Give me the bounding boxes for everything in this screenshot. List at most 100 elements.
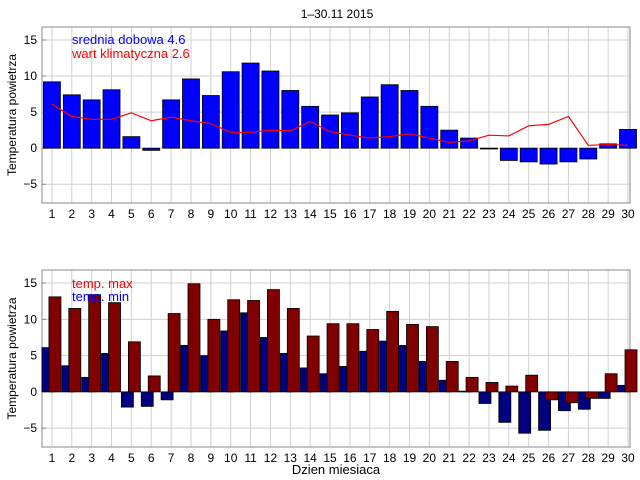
x-tick-label: 16	[343, 451, 357, 465]
x-tick-label: 17	[363, 207, 377, 221]
bar-daily-mean	[559, 147, 578, 163]
y-tick-label: 15	[24, 276, 38, 290]
bar-temp-max	[167, 313, 181, 393]
bar-temp-max	[485, 382, 499, 393]
bar-daily-mean	[460, 137, 478, 149]
bar-temp-max	[326, 323, 340, 393]
x-tick-label: 16	[343, 207, 357, 221]
bar-temp-max	[584, 391, 598, 399]
legend-temp-min: temp. min	[72, 289, 129, 304]
y-axis-label: Temperatura powietrza	[5, 54, 19, 176]
bar-temp-max	[604, 373, 618, 393]
bar-temp-max	[465, 376, 479, 393]
x-tick-label: 12	[264, 451, 278, 465]
bar-daily-mean	[122, 136, 141, 149]
bar-daily-mean	[341, 112, 359, 149]
bar-temp-max	[68, 308, 82, 393]
bar-daily-mean	[440, 129, 459, 149]
bar-daily-mean	[281, 90, 300, 149]
bar-temp-min	[120, 391, 134, 408]
x-tick-label: 26	[542, 207, 556, 221]
x-tick-label: 20	[423, 207, 437, 221]
bar-temp-max	[286, 308, 300, 393]
x-tick-label: 4	[108, 451, 115, 465]
x-tick-label: 29	[601, 207, 615, 221]
bar-temp-max	[366, 329, 380, 393]
bar-temp-max	[525, 374, 539, 393]
x-tick-label: 28	[582, 207, 596, 221]
x-tick-label: 8	[188, 451, 195, 465]
bar-daily-mean	[82, 99, 101, 149]
bar-temp-max	[346, 323, 360, 393]
bar-daily-mean	[201, 95, 220, 149]
plot-frame	[41, 26, 631, 204]
x-tick-label: 24	[502, 207, 516, 221]
x-tick-label: 15	[323, 451, 337, 465]
y-axis-label: Temperatura powietrza	[5, 297, 19, 419]
y-tick-label: 5	[30, 349, 37, 363]
bar-temp-min	[498, 391, 512, 423]
bar-temp-max	[207, 318, 221, 393]
bar-daily-mean	[43, 81, 61, 149]
bar-temp-max	[48, 296, 62, 393]
legend-temp-max: temp. max	[72, 276, 133, 291]
legend-climate-norm: wart klimatyczna 2.6	[71, 46, 190, 61]
bar-temp-min	[518, 391, 532, 434]
x-axis-label: Dzien miesiaca	[292, 462, 381, 477]
bar-daily-mean	[519, 147, 538, 163]
bar-temp-max	[445, 361, 459, 393]
bar-daily-mean	[241, 62, 260, 149]
x-tick-label: 14	[303, 207, 317, 221]
y-tick-label: 5	[30, 105, 37, 119]
bar-daily-mean	[480, 147, 498, 150]
x-tick-label: 2	[68, 451, 75, 465]
bar-temp-min	[478, 391, 492, 404]
x-tick-label: 3	[88, 207, 95, 221]
bar-temp-max	[624, 349, 638, 393]
x-tick-label: 30	[621, 451, 635, 465]
bar-daily-mean	[360, 96, 379, 149]
x-tick-label: 12	[264, 207, 278, 221]
bar-temp-max	[147, 375, 161, 393]
x-tick-label: 23	[482, 451, 496, 465]
y-tick-label: −5	[23, 177, 37, 191]
x-tick-label: 29	[601, 451, 615, 465]
bar-daily-mean	[162, 99, 181, 149]
bar-daily-mean	[539, 147, 558, 165]
x-tick-label: 11	[244, 207, 257, 221]
bar-temp-max	[505, 385, 519, 393]
x-tick-label: 6	[148, 451, 155, 465]
x-tick-label: 22	[462, 207, 476, 221]
bar-daily-mean	[142, 147, 161, 151]
bar-daily-mean	[261, 70, 280, 149]
x-tick-label: 27	[562, 451, 576, 465]
x-tick-label: 1	[49, 451, 56, 465]
x-tick-label: 4	[108, 207, 115, 221]
bar-daily-mean	[221, 71, 240, 149]
x-tick-label: 14	[303, 451, 317, 465]
bar-temp-max	[565, 391, 578, 404]
x-tick-label: 9	[208, 207, 215, 221]
legend-daily-mean: srednia dobowa 4.6	[72, 32, 185, 47]
bar-daily-mean	[301, 105, 320, 149]
x-tick-label: 21	[443, 207, 457, 221]
x-tick-label: 13	[284, 207, 298, 221]
x-tick-label: 21	[443, 451, 457, 465]
y-tick-label: 0	[30, 385, 37, 399]
x-tick-label: 11	[244, 451, 257, 465]
x-tick-label: 3	[88, 451, 95, 465]
bar-daily-mean	[499, 147, 518, 161]
y-tick-label: 0	[30, 141, 37, 155]
x-tick-label: 18	[383, 451, 397, 465]
x-tick-label: 18	[383, 207, 397, 221]
x-tick-label: 20	[423, 451, 437, 465]
x-tick-label: 15	[323, 207, 337, 221]
x-tick-label: 2	[68, 207, 75, 221]
bar-temp-max	[88, 294, 102, 393]
bar-temp-max	[406, 324, 419, 393]
y-tick-label: −5	[23, 421, 37, 435]
x-tick-label: 26	[542, 451, 556, 465]
bar-temp-min	[538, 391, 551, 431]
